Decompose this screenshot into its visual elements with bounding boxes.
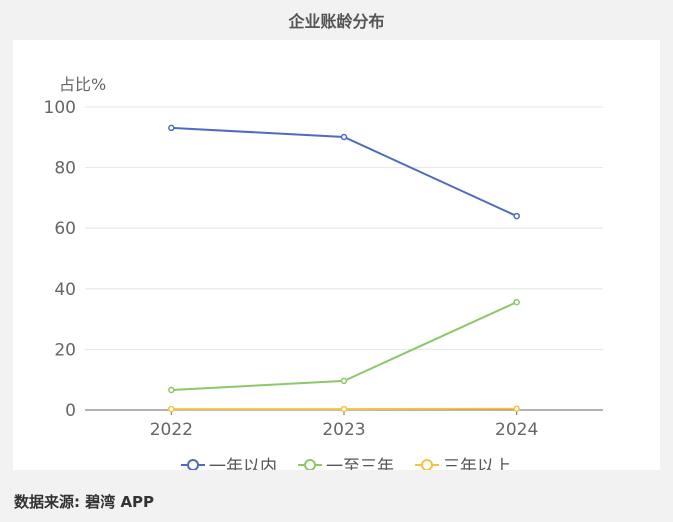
chart-panel: 占比% 0 20 40 60 80 100 2022 2023 2024 一年以内 一至三年 三年以上 <box>13 40 660 470</box>
data-point <box>340 133 348 141</box>
data-point <box>513 405 520 413</box>
data-point <box>168 386 175 394</box>
data-point <box>340 405 348 413</box>
legend-marker-icon <box>304 459 316 470</box>
x-tick-label: 2024 <box>495 420 538 440</box>
legend-marker-icon <box>187 459 199 470</box>
data-point <box>513 212 520 220</box>
series-line-2 <box>171 301 518 392</box>
line-chart: 占比% 0 20 40 60 80 100 2022 2023 2024 一年以内 一至三年 三年以上 <box>44 75 603 470</box>
y-tick-label: 60 <box>54 219 76 239</box>
footer-band <box>0 470 673 522</box>
y-tick-label: 80 <box>54 159 76 179</box>
y-tick-label: 20 <box>54 340 76 360</box>
x-tick-label: 2022 <box>150 420 193 440</box>
series-line-1 <box>171 126 518 217</box>
y-tick-label: 0 <box>65 401 76 421</box>
data-point <box>513 298 520 306</box>
y-tick-label: 100 <box>44 98 76 118</box>
data-point <box>168 124 175 132</box>
data-source: 数据来源: 碧湾 APP <box>14 493 155 511</box>
data-point <box>168 405 175 413</box>
data-point <box>340 377 348 385</box>
legend-label: 三年以上 <box>443 457 511 470</box>
x-tick-label: 2023 <box>322 420 365 440</box>
y-tick-label: 40 <box>54 280 76 300</box>
legend-label: 一年以内 <box>209 457 277 470</box>
y-axis-label: 占比% <box>59 75 106 94</box>
legend-label: 一至三年 <box>326 457 394 470</box>
legend-marker-icon <box>421 459 433 470</box>
chart-title: 企业账龄分布 <box>288 12 385 31</box>
